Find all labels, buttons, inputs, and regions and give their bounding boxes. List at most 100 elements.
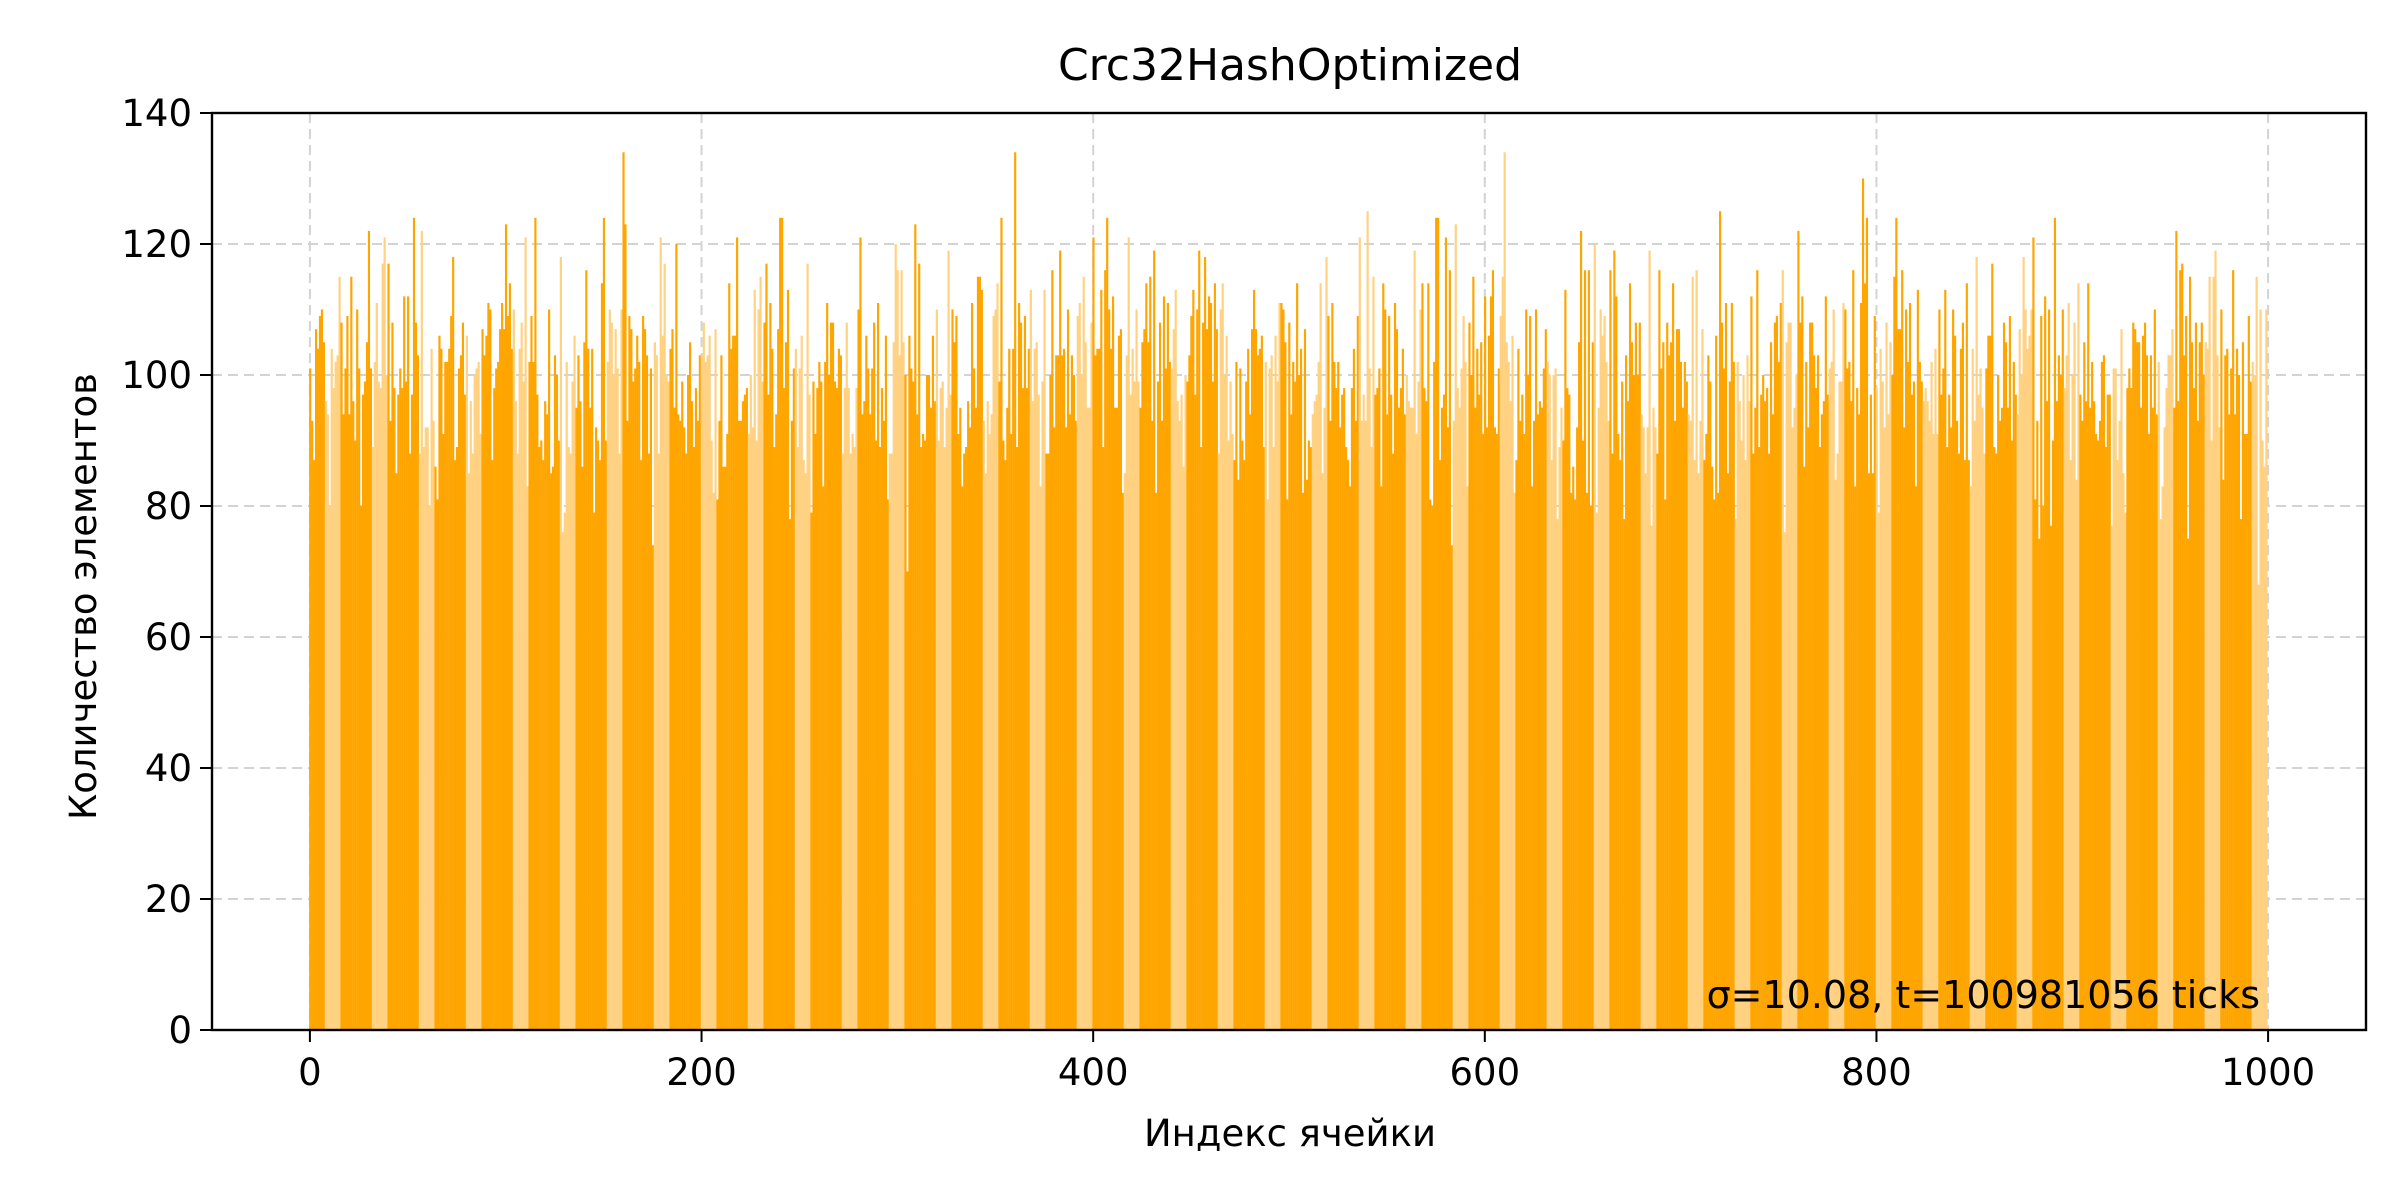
bar xyxy=(1673,420,1677,1031)
bar xyxy=(1268,368,1271,1030)
bar xyxy=(344,368,347,1030)
bar xyxy=(970,302,974,1030)
bar xyxy=(1807,427,1810,1030)
bar xyxy=(1217,453,1220,1031)
bar xyxy=(653,342,656,1030)
bar xyxy=(1249,414,1252,1030)
bar xyxy=(397,394,400,1030)
bar xyxy=(663,263,666,1030)
bar xyxy=(1899,329,1902,1030)
bar xyxy=(424,427,427,1030)
bar xyxy=(1466,486,1469,1031)
bar xyxy=(1758,447,1761,1030)
bar xyxy=(1560,407,1563,1030)
bar xyxy=(510,348,513,1030)
bar xyxy=(416,355,419,1031)
bar xyxy=(722,466,725,1030)
bar xyxy=(2145,355,2149,1031)
bar xyxy=(1017,302,1021,1030)
bar xyxy=(1738,401,1741,1030)
bar xyxy=(2237,375,2241,1030)
bar xyxy=(2265,309,2268,1030)
bar xyxy=(534,217,537,1031)
bar xyxy=(1893,276,1896,1030)
bar xyxy=(2004,342,2008,1030)
bar xyxy=(399,368,402,1030)
bar xyxy=(1626,401,1630,1030)
bar xyxy=(589,407,592,1030)
bar xyxy=(393,388,396,1031)
bar xyxy=(675,244,678,1030)
bar xyxy=(759,276,762,1030)
bar xyxy=(716,499,719,1030)
bar xyxy=(549,473,553,1030)
bar xyxy=(350,276,353,1030)
bar xyxy=(645,355,649,1031)
bar xyxy=(1425,401,1428,1030)
bar xyxy=(1043,289,1046,1031)
bar xyxy=(2251,361,2254,1030)
bar xyxy=(816,388,819,1031)
bar xyxy=(318,316,322,1030)
bar xyxy=(830,322,833,1031)
bar xyxy=(1756,270,1759,1030)
bar xyxy=(1791,427,1794,1030)
bar xyxy=(2194,322,2198,1031)
bar xyxy=(1264,361,1267,1030)
bar xyxy=(2181,263,2184,1030)
bar xyxy=(1809,322,1812,1031)
bar xyxy=(1754,407,1757,1030)
bar xyxy=(1021,388,1025,1031)
bar xyxy=(506,316,510,1030)
bar xyxy=(1852,270,1855,1030)
bar xyxy=(2155,414,2158,1030)
bar xyxy=(1341,394,1344,1030)
bar xyxy=(1438,460,1442,1030)
bar xyxy=(1987,335,1990,1030)
bar xyxy=(522,381,525,1030)
bar xyxy=(1393,302,1397,1030)
bar xyxy=(1299,348,1303,1030)
bar xyxy=(1767,453,1771,1031)
bar xyxy=(352,401,355,1030)
bar xyxy=(794,348,797,1030)
bar xyxy=(2036,420,2039,1031)
bar xyxy=(1292,361,1295,1030)
bar xyxy=(878,447,882,1030)
bar xyxy=(2016,414,2019,1030)
bar xyxy=(1337,361,1340,1030)
bar xyxy=(1266,499,1269,1030)
bar xyxy=(2118,420,2121,1031)
bar xyxy=(1200,447,1203,1030)
bar xyxy=(1110,348,1113,1030)
bar xyxy=(1789,322,1792,1031)
bar xyxy=(1873,316,1876,1030)
bar xyxy=(587,348,590,1030)
bar xyxy=(1709,381,1712,1030)
bar xyxy=(2128,368,2131,1030)
bar xyxy=(796,447,799,1030)
bar xyxy=(1202,322,1205,1031)
bar xyxy=(316,348,320,1030)
bar xyxy=(763,322,766,1031)
bar xyxy=(886,499,889,1030)
bar xyxy=(1742,375,1745,1030)
bar xyxy=(947,250,950,1031)
bar xyxy=(1579,230,1583,1030)
bar xyxy=(1205,329,1209,1030)
bar xyxy=(867,368,870,1030)
bar xyxy=(373,361,376,1030)
bar xyxy=(792,368,795,1030)
bar xyxy=(358,368,361,1030)
bar xyxy=(920,447,923,1030)
bar xyxy=(681,381,684,1030)
bar xyxy=(346,316,349,1030)
bar xyxy=(1417,381,1420,1030)
bar xyxy=(2061,309,2064,1030)
bar xyxy=(1027,348,1030,1030)
bar xyxy=(1188,355,1191,1031)
bar xyxy=(340,322,343,1031)
bar xyxy=(1634,322,1637,1031)
bar xyxy=(1562,440,1565,1030)
bar xyxy=(1286,499,1289,1030)
